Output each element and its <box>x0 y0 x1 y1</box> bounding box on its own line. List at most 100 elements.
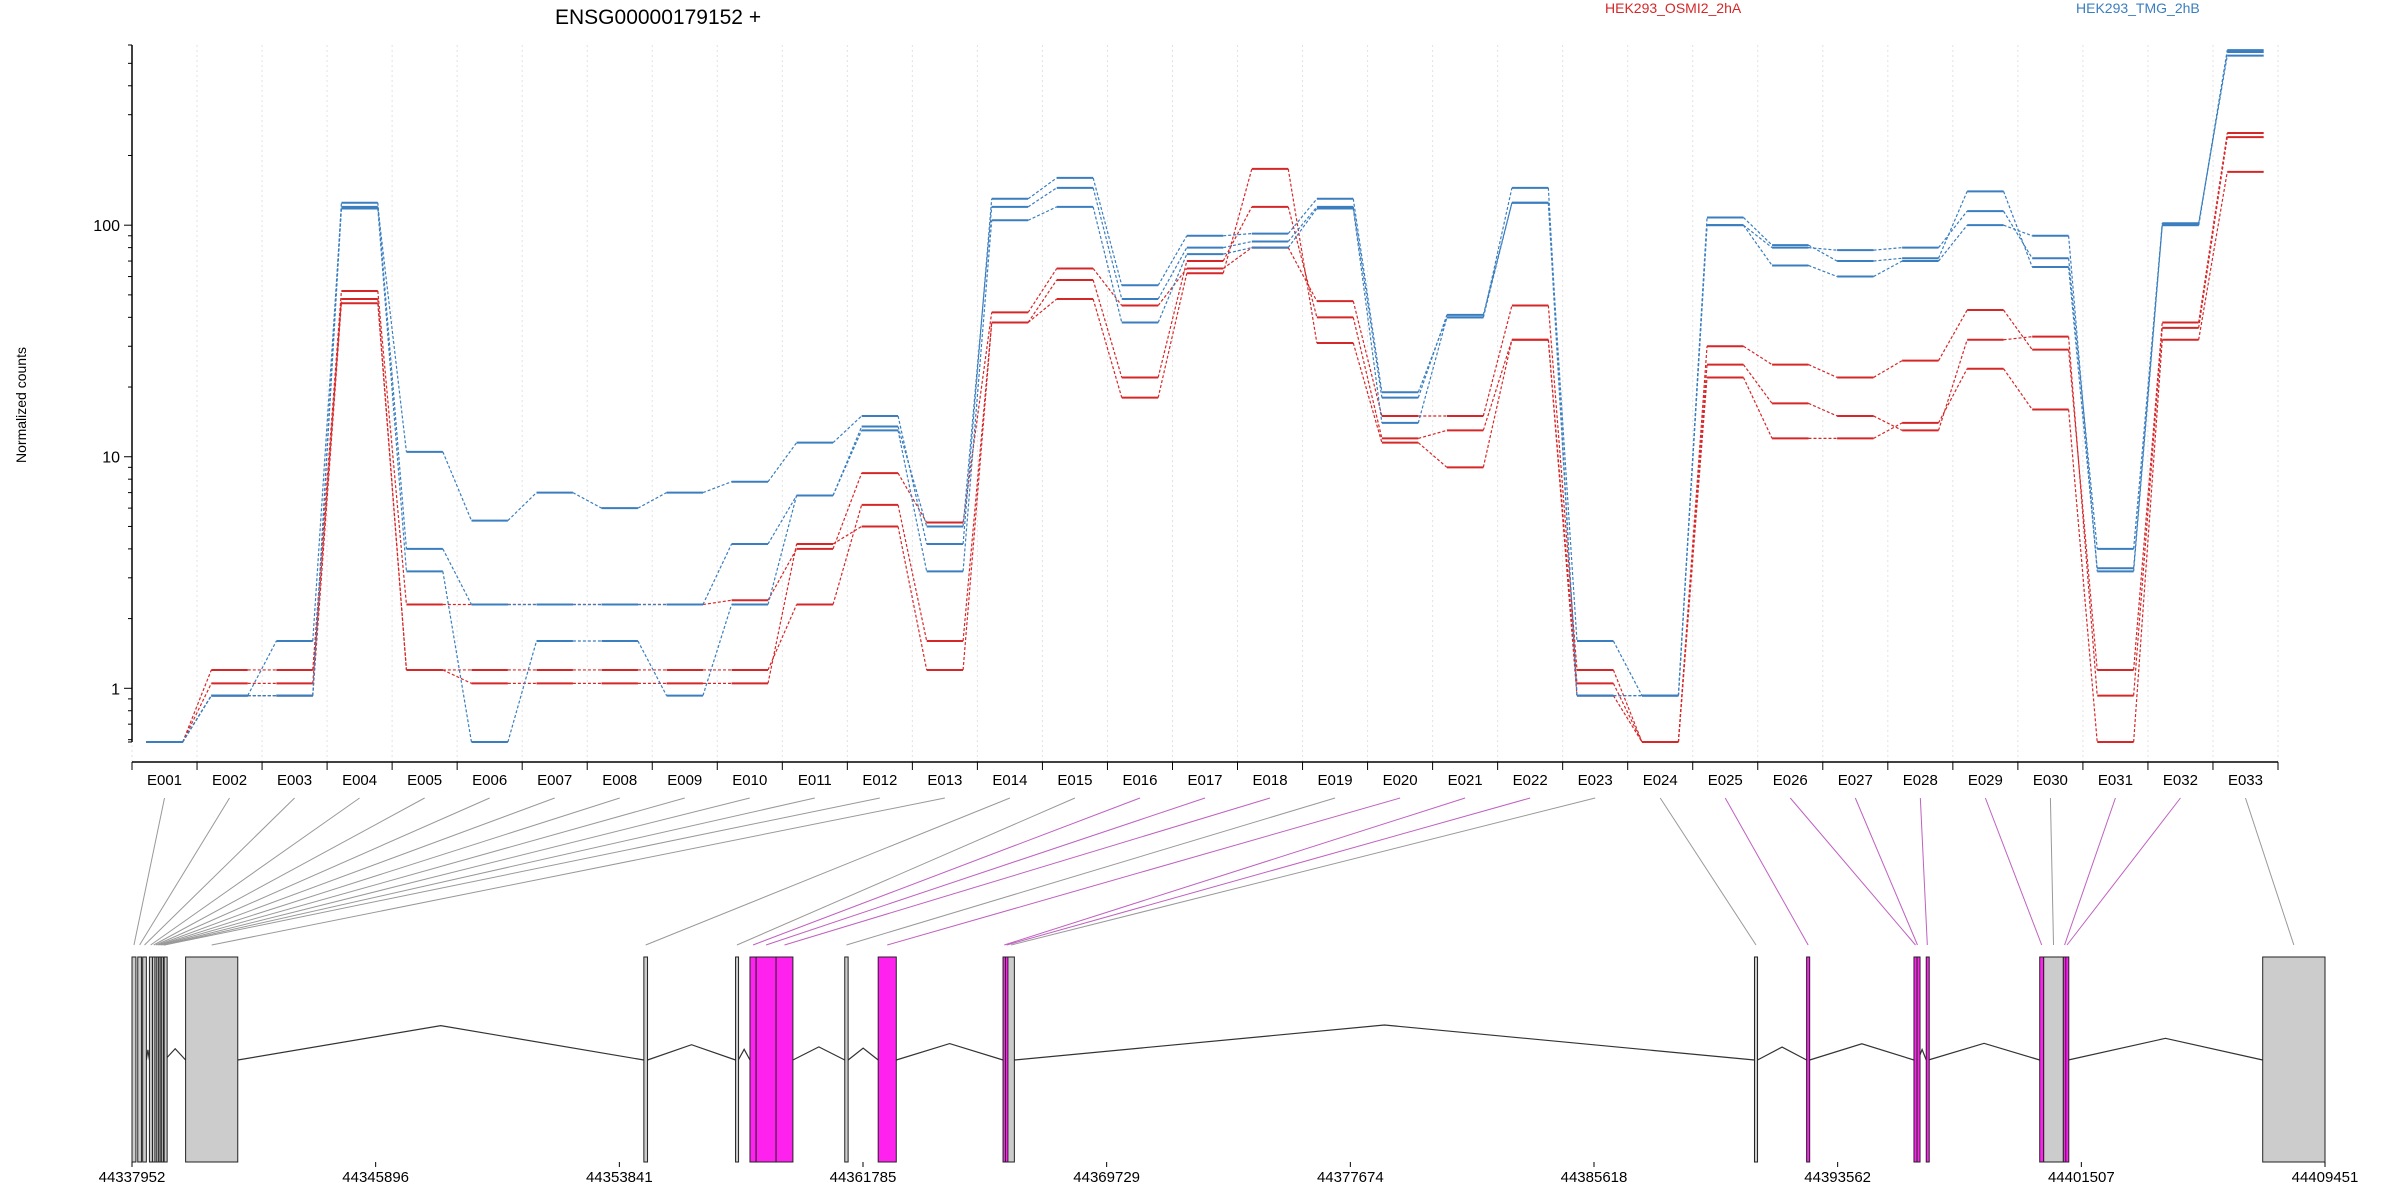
x-axis: E001 E002 E003 E004 E005 E006 E007 E008 E009 E010… <box>131 761 2279 789</box>
exon-connector-E002 <box>139 797 230 946</box>
series-connector <box>1808 264 1838 278</box>
series-connector <box>832 472 863 550</box>
series-connector <box>1417 317 1448 424</box>
series-connector <box>1222 247 1253 269</box>
series-connector <box>1937 339 1968 431</box>
series-connector <box>1743 345 1773 366</box>
exon-box-E014 <box>643 956 649 1163</box>
series-connector <box>1157 260 1188 378</box>
x-tick-label: E026 <box>1773 772 1808 789</box>
series-connector <box>1612 683 1643 743</box>
intron-line <box>2068 1037 2263 1061</box>
exon-connector-E030 <box>2049 797 2055 946</box>
series-connector <box>767 604 798 671</box>
genomic-coordinate-axis: 44337952 44345896 44353841 44361785 44369729… <box>99 1162 2358 1186</box>
exon-box-E019 <box>844 956 849 1163</box>
exon-box-E029 <box>2039 956 2045 1163</box>
series-connector <box>377 290 408 605</box>
series-connector <box>1547 202 1578 696</box>
series-connector <box>1092 298 1123 398</box>
series-connector <box>1482 339 1513 431</box>
series-connector <box>2133 322 2163 671</box>
y-axis: 1 10 100 <box>93 44 133 743</box>
series-connector <box>312 290 342 671</box>
series-connector <box>1482 339 1513 468</box>
series-connector <box>1027 279 1058 323</box>
exon-box-E001 <box>131 956 137 1163</box>
x-tick-label: E001 <box>147 772 182 789</box>
exon-connector-E017 <box>765 797 1206 946</box>
series-connector <box>1417 317 1448 393</box>
x-tick-label: E015 <box>1057 772 1092 789</box>
x-tick-label: E013 <box>927 772 962 789</box>
series-connector <box>767 495 798 545</box>
series-connector <box>1092 268 1123 306</box>
series-connector <box>897 415 928 545</box>
intron-line <box>1014 1024 1755 1061</box>
exon-connector-E014 <box>645 797 1011 946</box>
series-4 <box>146 54 2264 743</box>
series-connector <box>2133 327 2163 696</box>
series-connector <box>1287 247 1318 302</box>
x-tick-label: E025 <box>1708 772 1743 789</box>
series-connector <box>2003 309 2033 351</box>
exon-connector-E021 <box>1004 797 1466 946</box>
series-connector <box>637 640 668 696</box>
series-connector <box>1677 225 1708 696</box>
x-tick-label: E029 <box>1968 772 2003 789</box>
x-tick-label: E022 <box>1513 772 1548 789</box>
series-connector <box>1612 669 1643 743</box>
intron-line <box>237 1025 644 1061</box>
exon-connector-E006 <box>155 797 490 946</box>
series-connector <box>1352 206 1383 398</box>
series-connector <box>1938 224 1968 262</box>
exon-box-E016 <box>749 956 757 1163</box>
series-connector <box>767 543 798 684</box>
x-tick-label: E030 <box>2033 772 2068 789</box>
exon-connector-E023 <box>1011 797 1596 946</box>
x-tick-label: E004 <box>342 772 377 789</box>
series-connector <box>1352 208 1383 423</box>
series-connector <box>507 492 537 522</box>
exon-connector-E032 <box>2066 797 2181 946</box>
series-connector <box>1612 640 1643 696</box>
series-connector <box>2003 336 2033 341</box>
series-connector <box>1352 317 1383 439</box>
exon-connector-E011 <box>163 797 815 946</box>
series-connector <box>832 525 862 545</box>
series-lines <box>146 49 2264 743</box>
series-connector <box>442 669 472 684</box>
exon-connector-E026 <box>1789 797 1916 946</box>
series-connector <box>312 303 342 696</box>
exon-connector-E033 <box>2245 797 2295 946</box>
exon-connector-E022 <box>1006 797 1531 946</box>
exon-connector-E015 <box>736 797 1076 946</box>
series-connector <box>702 543 733 605</box>
series-connector <box>1808 364 1838 378</box>
series-connector <box>1547 305 1578 671</box>
exon-connector-E013 <box>211 797 945 946</box>
y-tick-label: 10 <box>102 450 120 467</box>
series-connector <box>2003 224 2033 237</box>
exon-connector-E018 <box>784 797 1271 946</box>
series-connector <box>2003 210 2033 259</box>
exon-box-E024 <box>1753 956 1759 1163</box>
series-connector <box>1287 168 1318 344</box>
series-connector <box>1352 342 1383 443</box>
coordinate-label: 44361785 <box>830 1169 897 1186</box>
series-connector <box>767 495 798 605</box>
series-connector <box>1092 187 1123 300</box>
series-connector <box>1417 442 1448 468</box>
series-connector <box>897 526 928 671</box>
exon-box-E033 <box>2262 956 2326 1163</box>
series-connector <box>702 481 732 494</box>
x-tick-label: E014 <box>992 772 1027 789</box>
exon-connector-E016 <box>752 797 1141 946</box>
exon-box-E012 <box>163 956 168 1163</box>
series-connector <box>1027 206 1057 221</box>
series-connector <box>637 492 667 509</box>
x-tick-label: E023 <box>1578 772 1613 789</box>
exon-connector-E025 <box>1724 797 1809 946</box>
x-tick-label: E032 <box>2163 772 2198 789</box>
